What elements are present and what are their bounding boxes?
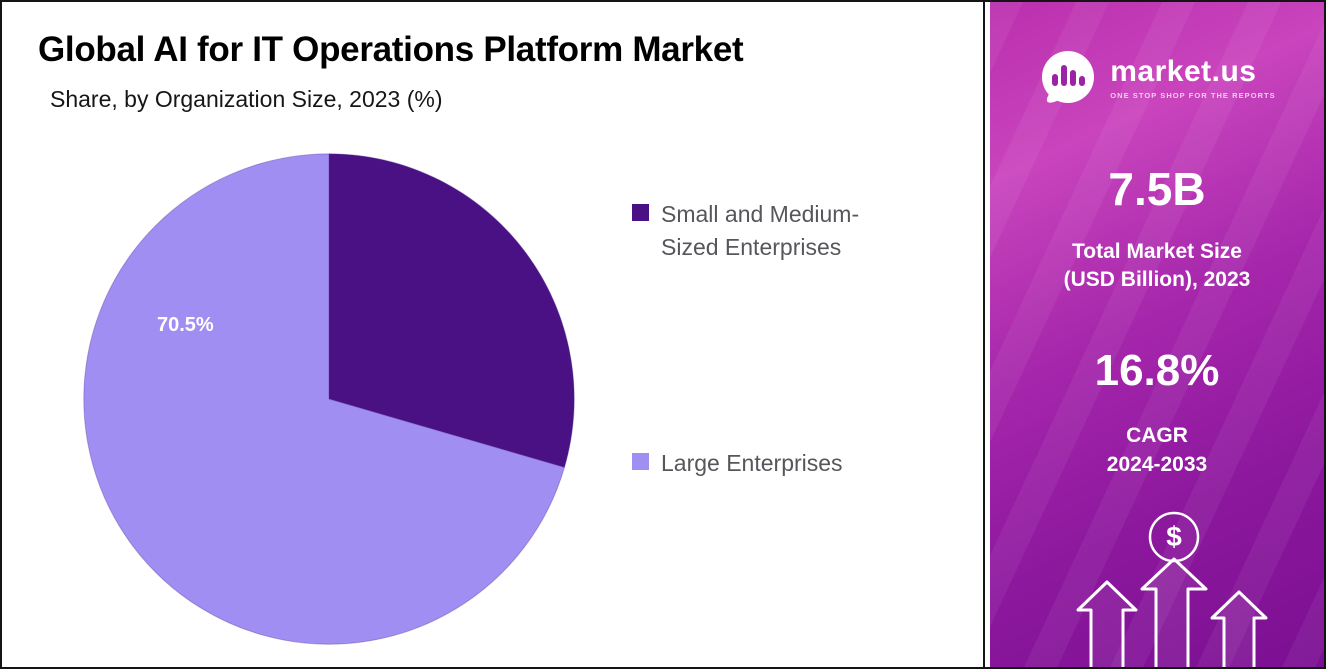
pie-slice-large-enterprises	[83, 153, 566, 645]
stat-market-size-label: Total Market Size (USD Billion), 2023	[1063, 240, 1251, 292]
stat-cagr-value: 16.8%	[1094, 345, 1220, 395]
marketus-logo-icon	[1038, 48, 1098, 108]
growth-arrows-icon: $	[1076, 511, 1268, 667]
legend-item-sme: Small and Medium-Sized Enterprises	[632, 198, 932, 265]
pie-chart: 70.5%	[74, 144, 584, 654]
brand-tagline: ONE STOP SHOP FOR THE REPORTS	[1110, 90, 1276, 100]
legend-item-large-enterprises: Large Enterprises	[632, 447, 932, 480]
brand-sidebar: $ market.us ONE STOP SHOP FOR THE R	[990, 2, 1324, 667]
legend-label-sme: Small and Medium-Sized Enterprises	[661, 201, 860, 261]
legend-swatch-sme	[632, 204, 649, 221]
brand-logo: market.us ONE STOP SHOP FOR THE REPORTS	[990, 48, 1324, 108]
up-arrow-icon	[1140, 557, 1208, 667]
chart-panel: Global AI for IT Operations Platform Mar…	[2, 2, 985, 667]
panel-divider	[985, 2, 990, 667]
pie-chart-svg	[83, 153, 575, 645]
pie-data-label: 70.5%	[157, 314, 214, 336]
brand-name: market.us	[1110, 54, 1257, 88]
chart-title: Global AI for IT Operations Platform Mar…	[38, 30, 744, 69]
chart-subtitle: Share, by Organization Size, 2023 (%)	[50, 86, 443, 112]
up-arrow-icon	[1210, 590, 1268, 667]
brand-logo-text: market.us ONE STOP SHOP FOR THE REPORTS	[1110, 54, 1276, 100]
sidebar-content: market.us ONE STOP SHOP FOR THE REPORTS …	[990, 48, 1324, 479]
dollar-circle-icon	[1148, 511, 1200, 563]
stat-cagr-label: CAGR 2024-2033	[1106, 423, 1208, 477]
legend-label-large-enterprises: Large Enterprises	[661, 449, 843, 476]
legend-swatch-large-enterprises	[632, 452, 649, 470]
up-arrow-icon	[1076, 580, 1138, 667]
stat-market-size-value: 7.5B	[1108, 163, 1206, 215]
pie-slice-small-and-medium-sized-enterprises	[328, 153, 575, 469]
legend: Small and Medium-Sized Enterprises Large…	[632, 198, 932, 480]
dollar-icon: $	[1166, 521, 1182, 552]
